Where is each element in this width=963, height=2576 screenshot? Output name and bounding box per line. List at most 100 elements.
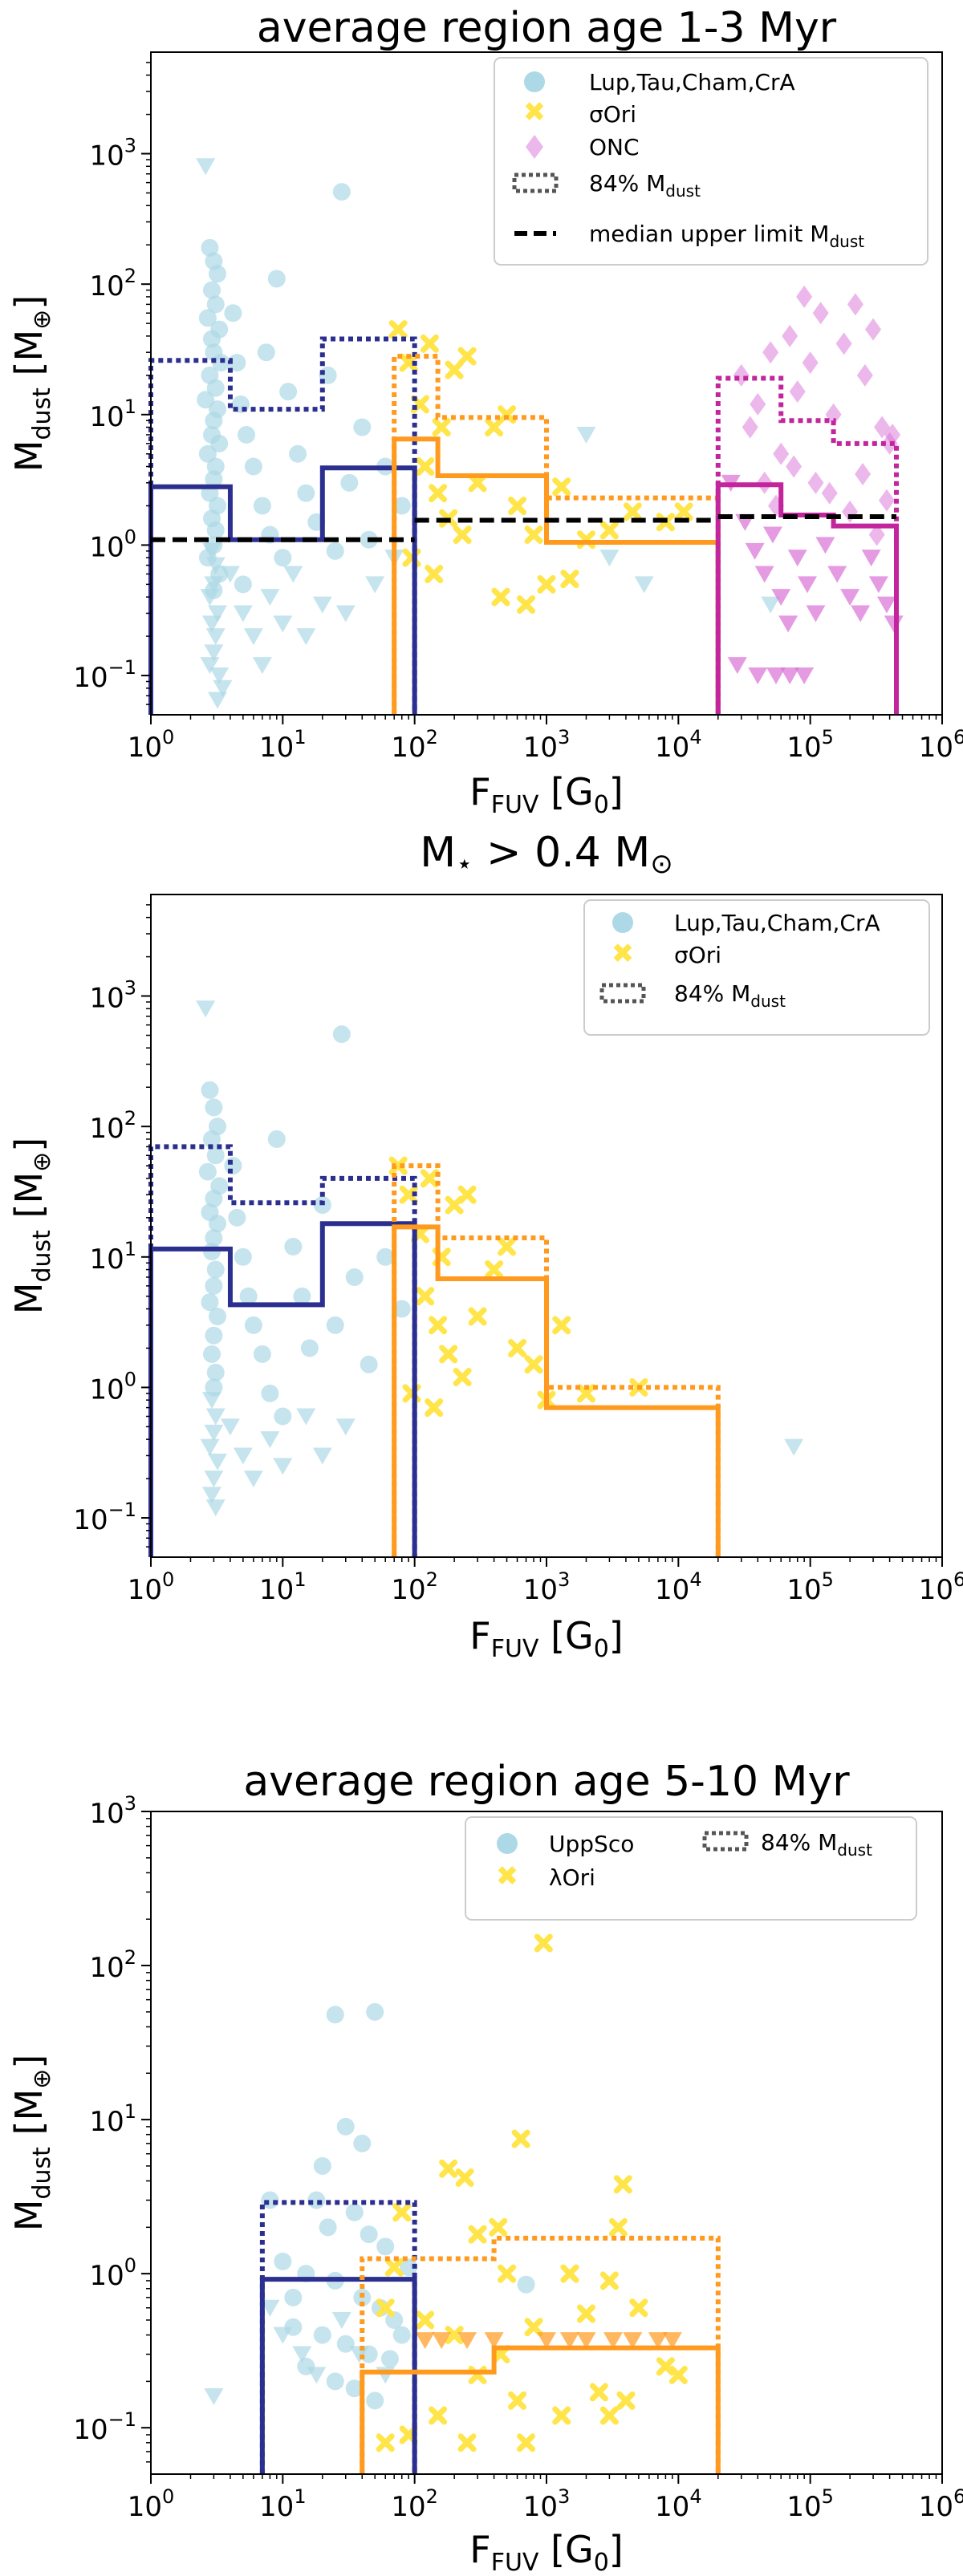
data-point [253,1345,271,1363]
panel-2-ticks: 100 101 102 103 104 105 106 10−1 100 101 102 103 [73,904,963,1606]
data-point [552,2406,571,2425]
percentile-84-step [259,2200,417,2474]
data-point [243,1471,263,1488]
data-point [332,1025,351,1044]
data-point [754,566,774,583]
data-point [200,1438,220,1456]
data-point [559,2332,579,2350]
data-point [273,615,293,633]
data-point [599,521,619,540]
panel-3-legend-box [465,1816,917,1921]
data-point [789,380,806,404]
data-point [416,1287,435,1306]
data-point [376,2237,395,2256]
data-point [762,341,779,364]
data-point [392,2326,411,2344]
data-point [455,2168,474,2187]
x-tick-label: 105 [786,726,834,764]
data-point [198,1162,217,1181]
data-point [220,566,240,583]
data-point [576,2332,596,2350]
data-point [274,2252,292,2270]
y-tick-label: 103 [89,135,136,172]
legend-cross-marker: ✖ [496,1860,519,1892]
data-point [205,1499,226,1517]
data-point [205,470,223,489]
data-point [201,1081,219,1099]
y-tick-label: 10−1 [73,2408,136,2446]
x-tick-label: 105 [786,2485,834,2523]
panel-1-x-axis-label: FFUV [G0] [469,770,623,819]
data-point [340,473,359,492]
data-point [208,692,228,709]
data-point [313,2156,331,2175]
data-point [552,1316,571,1335]
x-tick-label: 103 [523,726,571,764]
data-point [366,2002,384,2021]
y-tick-label: 100 [89,2254,136,2292]
data-point [537,2332,556,2350]
data-point [376,2433,395,2452]
panel-3-legend-label: 84% Mdust [761,1829,872,1860]
data-point [293,1287,311,1305]
panel-3-legend-label: UppSco [549,1831,634,1857]
data-point [283,566,303,583]
legend-cross-marker: ✖ [612,938,635,970]
data-point [252,657,272,675]
x-tick-label: 106 [919,2485,963,2523]
data-point [868,576,888,594]
panel-3-legend: UppSco ✖ λOri 84% Mdust [465,1816,917,1921]
data-point [812,302,829,325]
data-point [274,549,292,567]
data-point [429,484,448,503]
data-point [319,2218,337,2237]
panel-1-legend-label: σOri [589,101,636,128]
data-point [209,265,227,283]
data-point [576,2304,595,2323]
data-point [603,2332,624,2350]
data-point [847,293,863,316]
data-point [468,473,487,493]
data-point [260,589,280,606]
data-point [202,1243,221,1261]
panel-2-x-axis-label: FFUV [G0] [469,1614,623,1663]
y-tick-label: 102 [89,1946,136,1984]
data-point [576,426,596,444]
data-point [868,523,885,546]
data-point [796,285,813,308]
data-point [517,595,536,615]
data-point [206,295,225,314]
data-point [201,1392,221,1410]
data-point [205,1098,223,1117]
x-tick-label: 100 [128,1568,175,1606]
data-point [629,2298,648,2318]
median-step [392,1224,721,1557]
data-point [742,416,758,439]
data-point [335,605,356,623]
legend-diamond-marker [526,135,543,159]
x-tick-label: 100 [128,2485,175,2523]
data-point [634,576,654,594]
data-point [201,615,221,633]
data-point [498,1237,517,1256]
data-point [312,596,332,614]
data-point [827,566,847,583]
data-point [457,2433,477,2452]
data-point [498,405,517,424]
data-point [865,318,882,341]
x-tick-label: 101 [259,1568,307,1606]
data-point [429,1316,448,1335]
x-tick-label: 104 [655,1568,702,1606]
y-tick-label: 102 [89,265,136,302]
data-point [745,542,765,560]
x-tick-label: 104 [655,2485,702,2523]
data-point [205,557,226,574]
data-point [345,1268,364,1286]
median-step [148,465,417,715]
x-tick-label: 100 [128,726,175,764]
data-point [200,589,220,606]
panel-1-marks [148,158,904,715]
data-point [468,1307,487,1326]
panel-2-legend-label: σOri [674,942,721,968]
data-point [782,324,798,347]
